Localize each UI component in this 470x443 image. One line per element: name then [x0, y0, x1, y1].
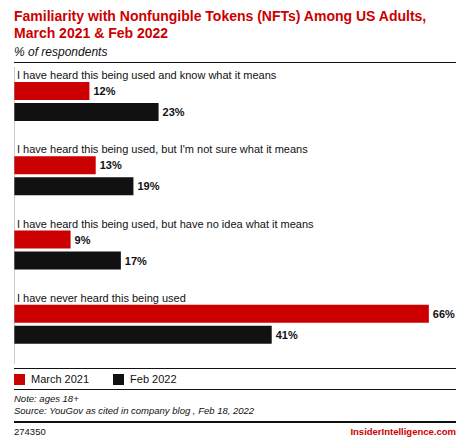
legend-swatch	[14, 374, 25, 385]
bar	[14, 177, 133, 195]
footer: 274350 InsiderIntelligence.com	[14, 423, 456, 437]
category-label: I have heard this being used, but have n…	[17, 218, 314, 230]
category-label: I have heard this being used and know wh…	[17, 69, 277, 81]
bar	[14, 252, 121, 270]
title: Familiarity with Nonfungible Tokens (NFT…	[14, 8, 456, 42]
legend-label: Feb 2022	[130, 373, 176, 385]
bar	[14, 305, 429, 323]
legend: March 2021 Feb 2022	[14, 368, 456, 390]
data-label: 9%	[75, 234, 91, 246]
bar	[14, 326, 272, 344]
data-label: 17%	[125, 255, 147, 267]
bar	[14, 156, 96, 174]
axis-line	[14, 67, 15, 364]
legend-label: March 2021	[31, 373, 89, 385]
category-label: I have never heard this being used	[17, 292, 186, 304]
bar	[14, 103, 159, 121]
page: Familiarity with Nonfungible Tokens (NFT…	[0, 0, 470, 443]
legend-swatch	[113, 374, 124, 385]
data-label: 23%	[163, 106, 185, 118]
data-label: 41%	[276, 329, 298, 341]
category-label: I have heard this being used, but I'm no…	[17, 143, 308, 155]
footer-text: InsiderIntelligence.com	[350, 426, 456, 437]
data-label: 19%	[137, 180, 159, 192]
bar	[14, 231, 71, 249]
bars	[14, 82, 429, 344]
note: Source: YouGov as cited in company blog …	[14, 405, 456, 417]
legend-item: March 2021	[14, 373, 89, 385]
note: Note: ages 18+	[14, 393, 456, 405]
notes: Note: ages 18+Source: YouGov as cited in…	[14, 390, 456, 423]
labels: I have heard this being used and know wh…	[17, 69, 455, 341]
plot-area: I have heard this being used and know wh…	[14, 63, 456, 368]
legend-item: Feb 2022	[113, 373, 176, 385]
chart: I have heard this being used and know wh…	[14, 63, 456, 368]
subtitle: % of respondents	[14, 45, 456, 63]
data-label: 12%	[93, 85, 115, 97]
bar	[14, 82, 89, 100]
data-label: 13%	[100, 159, 122, 171]
data-label: 66%	[433, 308, 455, 320]
footer-text: 274350	[14, 426, 46, 437]
